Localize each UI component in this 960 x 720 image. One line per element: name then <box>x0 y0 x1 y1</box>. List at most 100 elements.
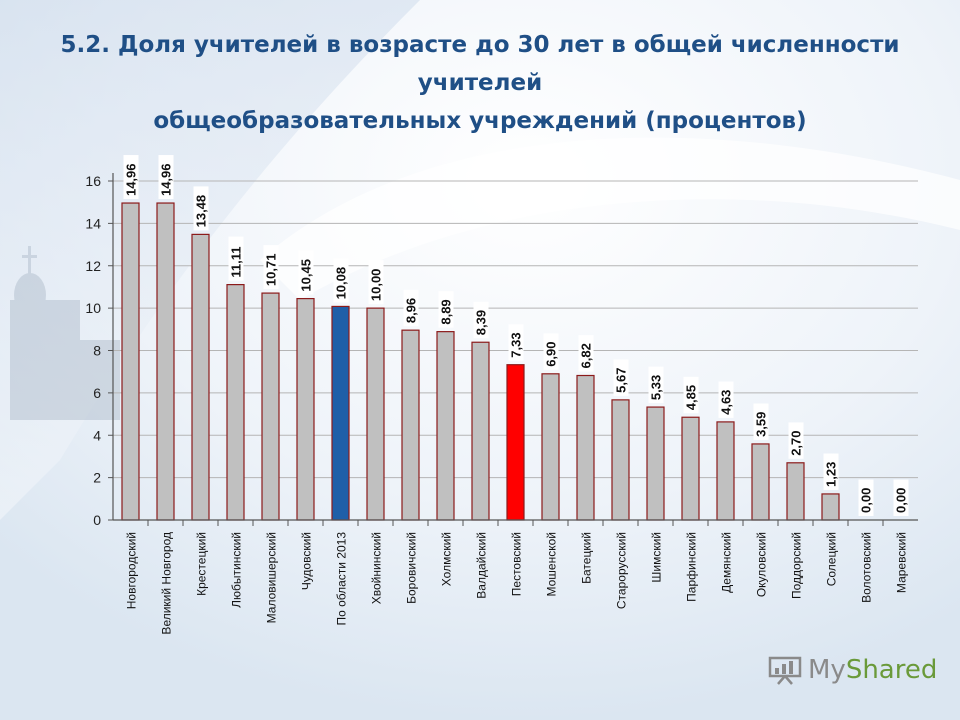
value-label-bg <box>193 186 209 231</box>
value-label-bg <box>578 335 594 372</box>
value-label-bg <box>788 422 804 459</box>
x-category-text: Шимский <box>650 532 664 583</box>
x-category-label: Мошенской <box>545 532 559 597</box>
value-label-bg <box>263 245 279 290</box>
y-tick-label: 6 <box>93 385 101 401</box>
y-tick-label: 8 <box>93 343 101 359</box>
value-label-bg <box>823 453 839 490</box>
value-label-bg <box>753 403 769 440</box>
value-label-text: 6,90 <box>544 341 559 366</box>
presentation-icon <box>768 656 802 685</box>
value-label: 7,33 <box>508 324 524 361</box>
x-category-text: Любытинский <box>230 532 244 608</box>
title-line-1: 5.2. Доля учителей в возрасте до 30 лет … <box>60 32 900 58</box>
bar <box>156 202 175 521</box>
x-category-text: Крестецкий <box>195 532 209 596</box>
value-label: 4,85 <box>683 376 699 414</box>
value-label: 14,96 <box>158 155 174 200</box>
x-category-text: Новгородский <box>125 532 139 609</box>
value-label-bg <box>403 289 419 327</box>
bar <box>121 202 140 521</box>
x-category-label: Чудовский <box>300 532 314 590</box>
value-label-text: 14,96 <box>159 163 174 196</box>
y-tick-label: 16 <box>85 173 101 189</box>
value-label-text: 7,33 <box>509 332 524 357</box>
value-label-text: 6,82 <box>579 343 594 368</box>
value-label-bg <box>298 250 314 295</box>
bar <box>296 297 315 521</box>
value-label-text: 8,89 <box>439 299 454 324</box>
bar <box>751 443 770 521</box>
value-label-text: 8,39 <box>474 310 489 335</box>
value-label-text: 4,63 <box>719 390 734 415</box>
x-category-text: Старорусский <box>615 532 629 609</box>
value-label-text: 10,00 <box>369 269 384 302</box>
bar <box>191 233 210 521</box>
x-category-label: Боровичский <box>405 532 419 604</box>
x-category-text: Солецкий <box>825 532 839 586</box>
value-label-bg <box>858 479 874 516</box>
value-label-text: 5,33 <box>649 375 664 400</box>
x-category-label: Крестецкий <box>195 532 209 596</box>
value-label: 4,63 <box>718 381 734 418</box>
value-label: 1,23 <box>823 453 839 490</box>
value-label: 5,33 <box>648 366 664 404</box>
bar <box>821 493 840 521</box>
x-category-label: Волотовский <box>860 532 874 603</box>
bars <box>121 202 840 521</box>
y-tick-label: 12 <box>85 258 101 274</box>
x-category-text: Поддорский <box>790 532 804 599</box>
x-category-text: Демянский <box>720 532 734 593</box>
x-category-text: Чудовский <box>300 532 314 590</box>
x-category-text: Валдайский <box>475 532 489 599</box>
bar <box>646 406 665 521</box>
bar <box>401 329 420 521</box>
value-label-bg <box>718 381 734 418</box>
value-label: 0,00 <box>858 479 874 516</box>
bar <box>681 416 700 521</box>
x-category-label: Старорусский <box>615 532 629 609</box>
x-category-text: Маловишерский <box>265 532 279 623</box>
x-category-text: Парфинский <box>685 532 699 602</box>
x-category-label: Холмский <box>440 532 454 586</box>
value-label: 6,82 <box>578 335 594 372</box>
x-category-label: Новгородский <box>125 532 139 609</box>
value-label-text: 4,85 <box>684 385 699 410</box>
bar <box>786 462 805 521</box>
value-label: 5,67 <box>613 359 629 396</box>
value-label: 2,70 <box>788 422 804 459</box>
axes <box>112 173 918 521</box>
value-label: 10,08 <box>333 258 349 303</box>
x-category-text: Великий Новгород <box>160 532 174 635</box>
x-category-label: Хвойнинский <box>370 532 384 604</box>
watermark-my: My <box>808 655 846 685</box>
bar <box>436 331 455 521</box>
value-label-bg <box>893 479 909 516</box>
value-labels: 14,96 14,96 13,48 11,11 10,71 10,45 10,08 10,00… <box>123 155 909 516</box>
bar <box>716 421 735 521</box>
value-label-text: 8,96 <box>404 298 419 323</box>
value-label-text: 3,59 <box>754 412 769 437</box>
y-tick-label: 4 <box>93 427 101 443</box>
x-category-text: Батецкий <box>580 532 594 584</box>
x-category-label: Шимский <box>650 532 664 583</box>
value-label: 11,11 <box>228 236 244 281</box>
value-label-bg <box>368 260 384 305</box>
x-category-label: Парфинский <box>685 532 699 602</box>
y-tick-label: 10 <box>85 300 101 316</box>
value-label-text: 5,67 <box>614 368 629 393</box>
x-category-label: Маревский <box>895 532 909 593</box>
value-label: 10,45 <box>298 250 314 295</box>
bar <box>541 373 560 521</box>
value-label-text: 11,11 <box>229 246 244 277</box>
value-label-bg <box>683 376 699 414</box>
value-label: 6,90 <box>543 333 559 370</box>
bar <box>506 364 525 521</box>
bar <box>226 284 245 521</box>
bar <box>576 374 595 521</box>
y-axis-ticks: 0 2 4 6 8 10 12 14 16 <box>85 173 113 528</box>
bar <box>611 399 630 521</box>
value-label-text: 0,00 <box>859 488 874 513</box>
y-tick-label: 14 <box>85 215 101 231</box>
